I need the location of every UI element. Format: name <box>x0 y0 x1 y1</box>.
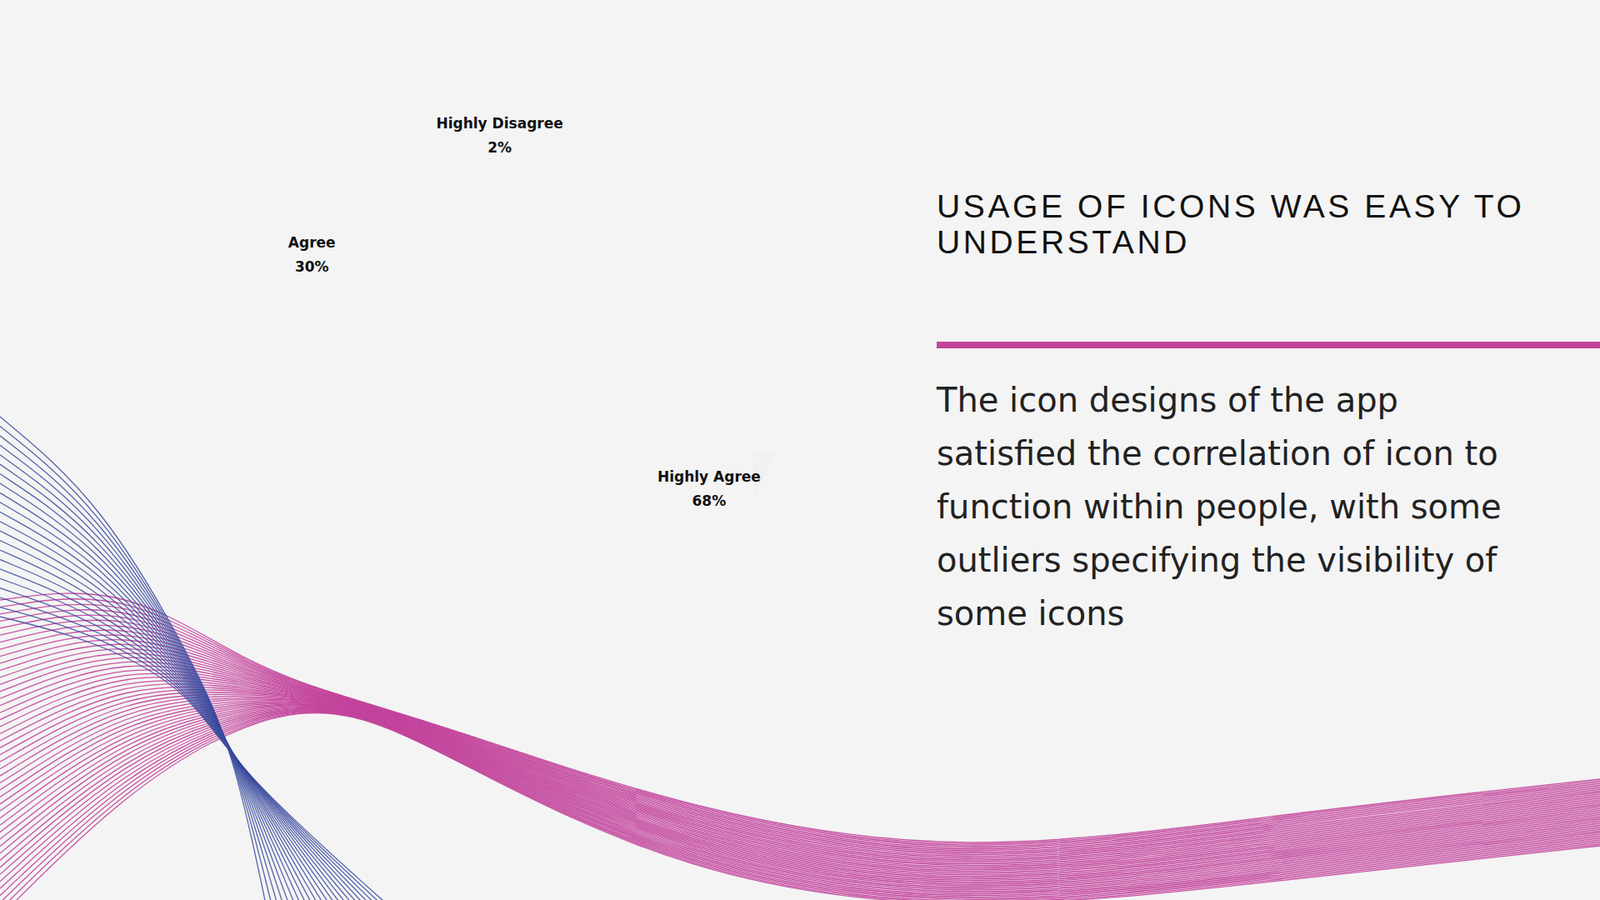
data-label: 2% <box>487 139 512 156</box>
divider <box>936 341 1600 349</box>
wave-line <box>0 616 392 900</box>
title: USAGE OF ICONS WAS EASY TO UNDERSTAND <box>936 188 1595 260</box>
wave-line <box>0 483 309 900</box>
wave-line <box>0 569 362 900</box>
slice-label: Agree 30% <box>288 234 336 275</box>
wave-line <box>0 710 1600 900</box>
wave-line <box>0 550 350 900</box>
wave-line <box>0 530 339 900</box>
wave-line <box>0 578 368 900</box>
wave-line <box>0 445 285 900</box>
wave-line <box>0 712 1600 900</box>
wave-line <box>0 435 279 900</box>
category-label: Highly Agree <box>657 468 761 485</box>
wave-line <box>0 705 1600 889</box>
data-label: 68% <box>692 492 727 510</box>
category-label: Agree <box>288 234 336 251</box>
wave-line <box>0 625 1600 850</box>
wave-line <box>0 521 333 900</box>
category-label: Highly Disagree <box>435 115 563 132</box>
wave-line <box>0 492 315 900</box>
slice-label: Highly Disagree 2% <box>435 115 563 156</box>
wave-line <box>0 607 386 900</box>
wave-line <box>0 630 1600 852</box>
wave-line <box>0 710 1600 899</box>
wave-line <box>0 511 326 900</box>
pie-slice <box>753 451 790 639</box>
wave-line <box>0 416 267 900</box>
wave-line <box>0 706 1600 890</box>
wave-line <box>0 502 320 900</box>
wave-line <box>0 455 291 900</box>
data-label: 30% <box>295 258 330 275</box>
subtitle: The icon designs of the app satisfied th… <box>936 373 1537 640</box>
wave-line <box>0 540 345 900</box>
wave-line <box>0 559 356 900</box>
slice-label: Highly Agree 68% <box>657 468 761 510</box>
wave-line <box>0 597 380 900</box>
wave-line <box>0 588 375 900</box>
pie <box>753 451 790 639</box>
labels: Highly Agree 68% Agree 30% Highly Disagree 2% <box>288 115 761 510</box>
